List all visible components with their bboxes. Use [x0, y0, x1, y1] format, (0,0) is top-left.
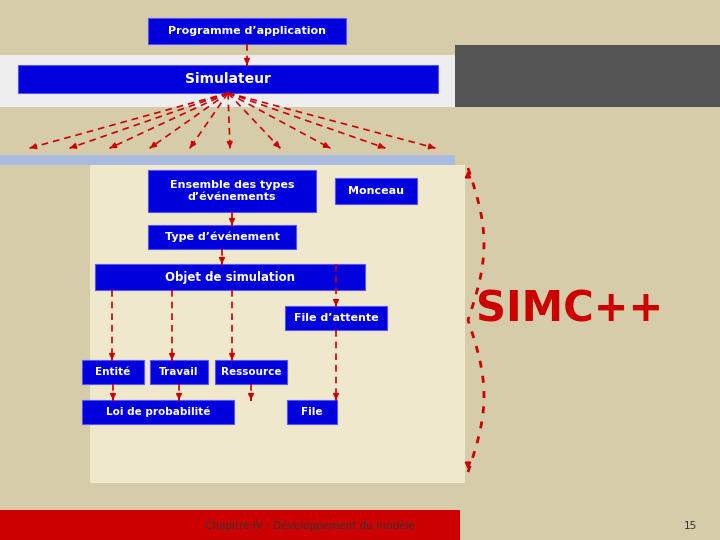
Text: Chapitre IV - Développement du modèle: Chapitre IV - Développement du modèle [205, 521, 415, 531]
Text: 15: 15 [683, 521, 697, 531]
Text: Loi de probabilité: Loi de probabilité [106, 407, 210, 417]
FancyBboxPatch shape [148, 225, 296, 249]
Bar [90, 165, 465, 483]
Bar [0, 510, 460, 540]
FancyBboxPatch shape [215, 360, 287, 384]
Text: Programme d’application: Programme d’application [168, 26, 326, 36]
Text: Type d’événement: Type d’événement [165, 232, 279, 242]
Text: Monceau: Monceau [348, 186, 404, 196]
Text: Simulateur: Simulateur [185, 72, 271, 86]
FancyBboxPatch shape [95, 264, 365, 290]
FancyBboxPatch shape [18, 65, 438, 93]
Text: Entité: Entité [95, 367, 130, 377]
Text: Ressource: Ressource [221, 367, 282, 377]
FancyBboxPatch shape [287, 400, 337, 424]
FancyBboxPatch shape [285, 306, 387, 330]
FancyBboxPatch shape [82, 360, 144, 384]
FancyBboxPatch shape [148, 170, 316, 212]
Text: Travail: Travail [159, 367, 199, 377]
Bar [0, 55, 455, 107]
Text: File: File [301, 407, 323, 417]
Text: Ensemble des types
d’événements: Ensemble des types d’événements [170, 180, 294, 202]
Bar [0, 155, 455, 165]
FancyBboxPatch shape [148, 18, 346, 44]
Text: SIMC++: SIMC++ [477, 289, 664, 331]
FancyBboxPatch shape [82, 400, 234, 424]
Bar [455, 45, 720, 107]
Text: File d’attente: File d’attente [294, 313, 378, 323]
FancyBboxPatch shape [335, 178, 417, 204]
FancyBboxPatch shape [150, 360, 208, 384]
Text: Objet de simulation: Objet de simulation [165, 271, 295, 284]
